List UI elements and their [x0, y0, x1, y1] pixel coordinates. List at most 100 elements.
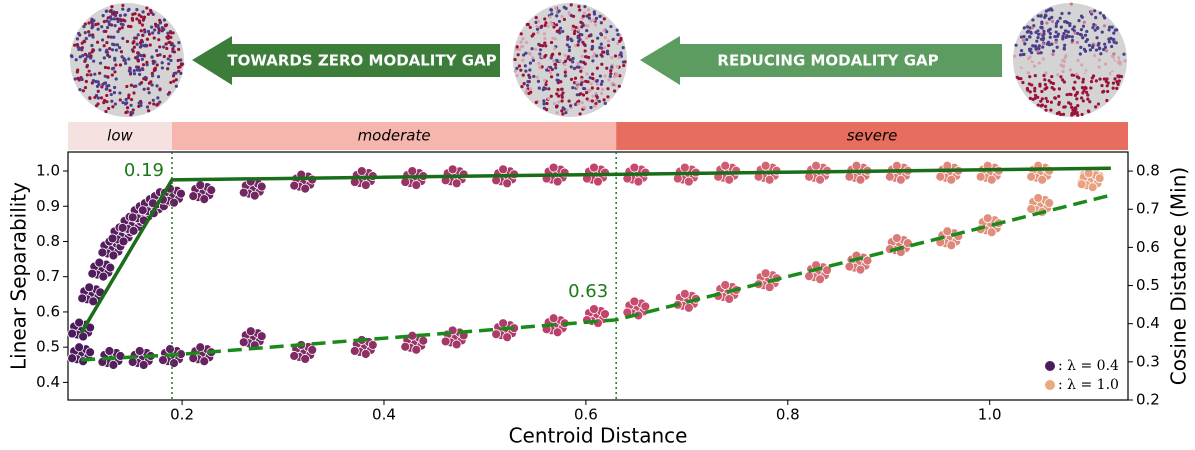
dot [149, 80, 153, 84]
dot [528, 87, 533, 91]
dot [110, 48, 115, 52]
dot [1091, 74, 1096, 78]
point [629, 162, 640, 173]
dot [124, 110, 128, 115]
dot [607, 78, 611, 82]
dot [1093, 9, 1097, 13]
point [138, 360, 149, 370]
dot [136, 33, 140, 37]
severity-band [171, 122, 617, 150]
dot [90, 26, 94, 30]
dot [1082, 88, 1086, 92]
point [169, 358, 179, 369]
dot [554, 66, 558, 70]
dot [561, 91, 565, 95]
dot [1085, 90, 1089, 94]
point [1033, 193, 1044, 203]
dot [116, 19, 120, 24]
dot [580, 33, 584, 37]
dot [1039, 104, 1043, 108]
dot [156, 24, 160, 28]
point-cluster [672, 162, 701, 187]
dot [1055, 45, 1059, 49]
point [127, 212, 138, 223]
point [633, 176, 644, 187]
dot [1068, 22, 1072, 26]
dot [541, 44, 545, 48]
dot [537, 86, 541, 90]
dot [531, 56, 535, 60]
dot [563, 74, 567, 78]
dot [1044, 104, 1048, 108]
dot [96, 22, 100, 26]
y2-axis-label: Cosine Distance (Min) [1167, 167, 1191, 385]
dot [135, 68, 139, 72]
dot [521, 37, 525, 41]
point [891, 160, 902, 171]
point [724, 294, 735, 304]
dot [112, 17, 116, 21]
y2-tick-label: 0.4 [1136, 314, 1160, 332]
dot [1061, 112, 1066, 116]
dot [610, 81, 614, 86]
dot [166, 57, 170, 61]
dot [577, 4, 581, 9]
dot [1106, 58, 1110, 62]
point-cluster [935, 160, 964, 185]
dot [1032, 64, 1037, 68]
dot [534, 20, 538, 24]
dot [98, 71, 102, 75]
dot [1080, 15, 1084, 19]
dot [570, 39, 574, 43]
point-cluster [67, 342, 96, 367]
dot [141, 63, 146, 67]
point [108, 360, 119, 370]
dot [527, 51, 531, 55]
dot [1079, 27, 1084, 32]
dot [1019, 35, 1024, 39]
dot [1120, 64, 1124, 68]
point [1026, 204, 1037, 214]
dot [579, 83, 583, 87]
dot [1111, 55, 1115, 59]
dot [127, 57, 131, 61]
dot [557, 52, 562, 56]
dot [158, 45, 162, 49]
dot [1105, 84, 1109, 88]
dot [1021, 80, 1025, 85]
point [942, 226, 953, 237]
point-cluster [440, 325, 469, 350]
dot [1091, 44, 1095, 48]
dot [555, 14, 559, 18]
dot [1035, 39, 1039, 43]
dot [1097, 58, 1101, 62]
dot [145, 37, 150, 41]
dot [572, 66, 577, 71]
dot [586, 24, 590, 28]
dot [167, 62, 171, 66]
point [300, 183, 311, 194]
dot [84, 36, 88, 41]
dot [593, 23, 598, 27]
dot [1066, 58, 1070, 62]
dot [139, 15, 143, 19]
dot [560, 87, 564, 91]
dot [111, 66, 116, 70]
dot [1056, 73, 1060, 77]
point-cluster [127, 346, 156, 370]
dot [1069, 2, 1074, 6]
y-tick-label: 0.5 [36, 338, 60, 356]
dot [1112, 40, 1116, 44]
dot [555, 78, 559, 82]
dot [114, 63, 118, 67]
dot [100, 38, 105, 42]
dot [1047, 8, 1051, 12]
dot [560, 95, 564, 99]
dot [587, 16, 591, 20]
dot [112, 11, 116, 16]
dot [574, 25, 578, 30]
point [498, 164, 509, 175]
dot [102, 98, 107, 103]
y2-tick-label: 0.7 [1136, 200, 1160, 218]
